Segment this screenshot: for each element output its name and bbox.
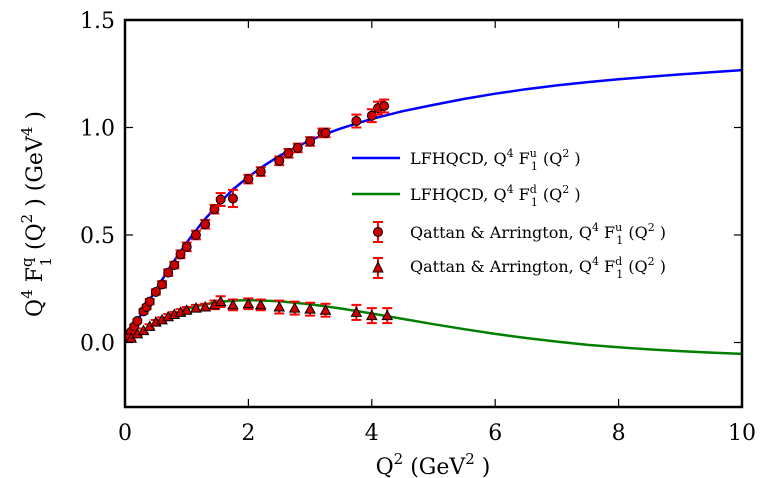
- x-tick-label: 6: [488, 421, 502, 446]
- legend: LFHQCD, Q4 Fu 1 (Q2 ) LFHQCD, Q4 Fd 1 (Q2 …: [352, 147, 666, 281]
- y-tick-label: 1.0: [80, 117, 115, 142]
- legend-swatch-u-points: [373, 221, 383, 243]
- legend-label-d-line: LFHQCD, Q4 Fd 1 (Q2 ): [410, 183, 581, 209]
- y-axis-title: Q4 Fq1 (Q2 ) (GeV4 ): [18, 111, 55, 317]
- data-point-u: [190, 230, 201, 240]
- data-point-u: [227, 193, 238, 204]
- legend-swatch-d-points: [372, 257, 384, 279]
- x-axis-title: Q2 (GeV2 ): [376, 450, 491, 478]
- legend-label-u-line: LFHQCD, Q4 Fu 1 (Q2 ): [410, 147, 581, 173]
- data-point-u: [200, 219, 211, 230]
- data-point-u: [351, 116, 362, 127]
- plot-frame: [123, 18, 744, 409]
- y-tick-label: 1.5: [80, 9, 115, 34]
- data-point-u: [181, 241, 192, 252]
- data-point-d: [273, 300, 286, 312]
- x-tick-label: 0: [118, 421, 132, 446]
- data-point-d: [214, 295, 227, 307]
- data-point-d: [319, 304, 332, 315]
- y-tick-label: 0.0: [80, 332, 115, 357]
- data-point-d: [381, 309, 394, 321]
- data-point-u: [255, 166, 266, 177]
- data-point-u: [169, 260, 180, 271]
- data-point-u: [274, 155, 285, 166]
- data-point-u: [366, 110, 377, 121]
- data-point-u: [320, 127, 331, 138]
- data-point-d: [242, 297, 255, 309]
- data-layer: [125, 68, 742, 356]
- axis-ticks: 0 2 4 6 8 10 0.0 0.5 1.0 1.5: [80, 9, 756, 446]
- data-point-d: [227, 298, 239, 310]
- plot-area: [125, 68, 742, 356]
- data-point-d: [199, 300, 212, 312]
- data-point-d: [365, 309, 378, 321]
- x-tick-label: 2: [241, 421, 255, 446]
- data-point-u: [132, 316, 143, 326]
- data-point-u: [379, 101, 390, 111]
- data-point-d: [254, 298, 267, 310]
- data-point-u: [243, 174, 254, 185]
- data-point-u: [144, 296, 155, 307]
- x-tick-label: 10: [728, 421, 756, 446]
- legend-label-d-points: Qattan & Arrington, Q4 Fd 1 (Q2 ): [410, 255, 666, 281]
- data-point-d: [180, 304, 193, 315]
- data-point-u: [163, 267, 174, 278]
- data-point-d: [350, 306, 363, 317]
- y-tick-label: 0.5: [80, 224, 115, 249]
- data-point-u: [157, 279, 168, 290]
- x-tick-label: 4: [365, 421, 379, 446]
- data-point-u: [150, 286, 161, 297]
- data-point-u: [215, 194, 226, 205]
- data-point-u: [292, 142, 303, 153]
- data-point-d: [190, 302, 202, 313]
- data-point-d: [288, 302, 301, 313]
- series-line-0: [125, 68, 742, 344]
- data-point-u: [305, 136, 316, 147]
- data-point-d: [304, 303, 316, 314]
- legend-label-u-points: Qattan & Arrington, Q4 Fu 1 (Q2 ): [410, 221, 666, 247]
- data-point-u: [283, 148, 294, 159]
- x-tick-label: 8: [612, 421, 626, 446]
